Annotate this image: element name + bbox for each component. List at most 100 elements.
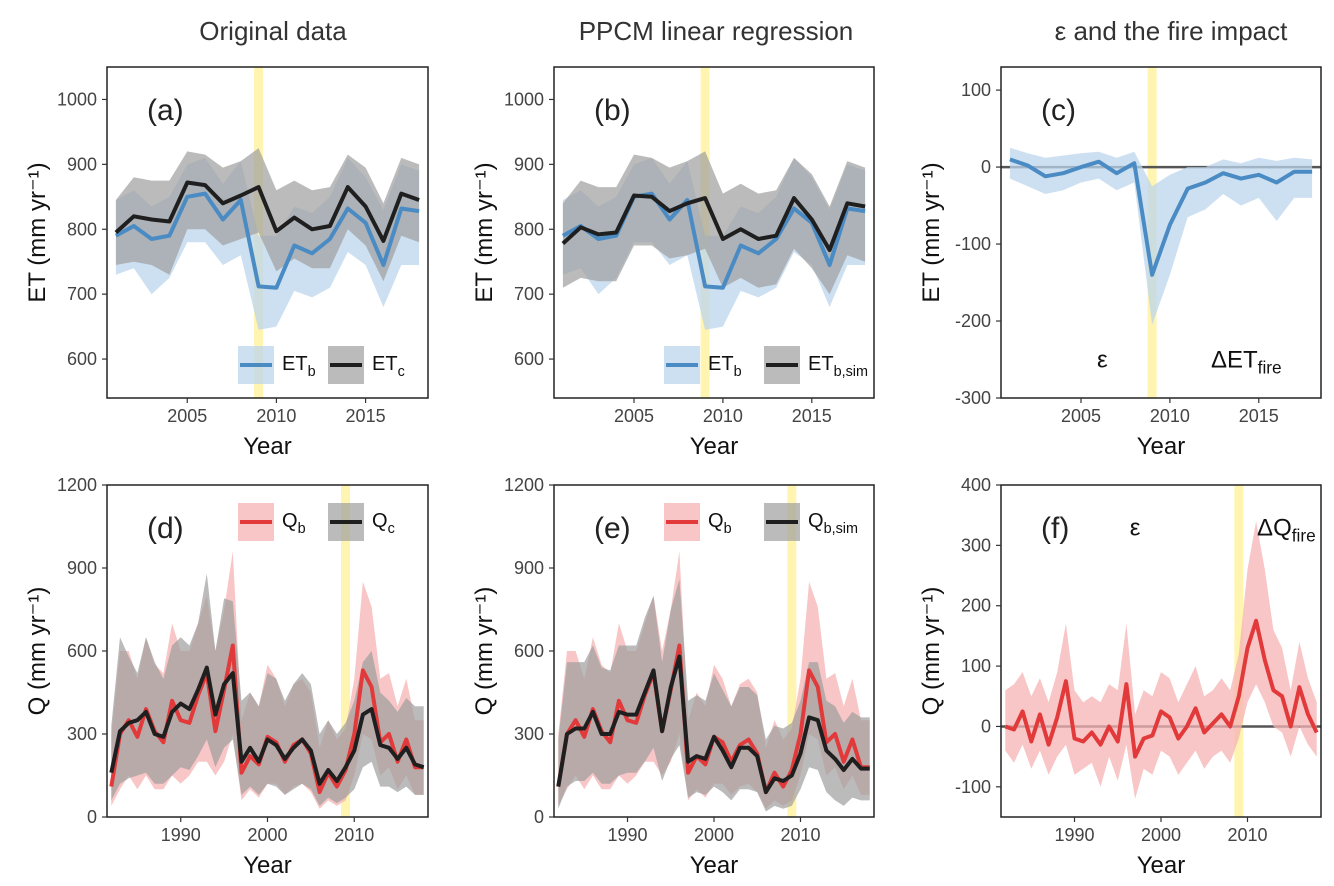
x-tick-label: 2005 — [614, 406, 654, 426]
y-tick-label: 1000 — [57, 89, 97, 109]
y-tick-label: 300 — [961, 535, 991, 555]
y-tick-label: 300 — [514, 724, 544, 744]
uncertainty-band-1 — [1005, 521, 1317, 799]
x-tick-label: 2010 — [334, 825, 374, 845]
panel-a: 2005 2010 2015 600 700 800 900 1000 Year ET (mm y… — [24, 66, 429, 460]
series-line-1 — [561, 191, 866, 290]
y-tick-label: 1200 — [57, 475, 97, 495]
plot-frame — [553, 66, 875, 399]
y-tick-label: 1000 — [504, 89, 544, 109]
series-line-2 — [114, 180, 420, 243]
y-tick-label: 600 — [514, 349, 544, 369]
fire-year-band — [1234, 485, 1244, 817]
x-tick-label: 1990 — [161, 825, 201, 845]
y-axis-title: ET (mm yr⁻¹) — [471, 162, 498, 302]
fire-year-band — [787, 485, 797, 817]
y-axis-title: Q (mm yr⁻¹) — [24, 587, 51, 716]
panel-label: (f) — [1041, 512, 1069, 545]
panel-c: 2005 2010 2015 -300 -200 -100 0 100 Year ET (mm y… — [918, 66, 1322, 460]
annotation-label: ε — [1130, 514, 1141, 541]
x-axis-title: Year — [690, 433, 739, 460]
legend-label: Qc — [372, 510, 395, 537]
y-tick-label: 900 — [514, 154, 544, 174]
x-tick-label: 1990 — [1054, 825, 1094, 845]
x-tick-label: 2005 — [167, 406, 207, 426]
panel-b: 2005 2010 2015 600 700 800 900 1000 Year ET (mm y… — [471, 66, 875, 460]
panel-label: (d) — [147, 512, 184, 545]
y-tick-label: 200 — [961, 596, 991, 616]
x-tick-label: 2005 — [1061, 406, 1101, 426]
panel-label: (e) — [594, 512, 631, 545]
y-tick-label: 900 — [67, 558, 97, 578]
annotation-label: ε — [1097, 347, 1108, 374]
y-tick-label: 800 — [514, 219, 544, 239]
y-tick-label: 600 — [514, 641, 544, 661]
plot-frame — [1000, 66, 1322, 399]
plot-frame — [106, 66, 429, 399]
y-tick-label: 700 — [67, 284, 97, 304]
legend-label: ETc — [372, 353, 405, 380]
y-tick-label: 100 — [961, 656, 991, 676]
y-tick-label: 600 — [67, 349, 97, 369]
x-tick-label: 2015 — [346, 406, 386, 426]
column-title-ppcm: PPCM linear regression — [578, 16, 854, 46]
y-axis-title: Q (mm yr⁻¹) — [471, 587, 498, 716]
x-axis-title: Year — [243, 852, 292, 879]
series-line-2 — [109, 665, 425, 786]
series-line-2 — [561, 193, 866, 252]
y-tick-label: 0 — [534, 807, 544, 827]
legend-label: ETb,sim — [808, 353, 868, 380]
y-tick-label: 1200 — [504, 475, 544, 495]
series-line-1 — [1009, 157, 1313, 277]
y-tick-label: 0 — [981, 716, 991, 736]
y-axis-title: ET (mm yr⁻¹) — [918, 162, 945, 302]
series-line-1 — [109, 643, 424, 795]
x-tick-label: 2010 — [1150, 406, 1190, 426]
panel-f: 1990 2000 2010 -100 0 100 200 300 400 Year Q (mm y… — [918, 475, 1322, 879]
x-axis-title: Year — [1137, 852, 1186, 879]
series-line-2 — [556, 654, 870, 795]
panel-label: (a) — [147, 94, 184, 127]
y-axis-title: ET (mm yr⁻¹) — [24, 162, 51, 302]
legend-label: Qb,sim — [808, 510, 858, 537]
column-title-original: Original data — [199, 16, 347, 46]
y-tick-label: 400 — [961, 475, 991, 495]
x-tick-label: 2000 — [247, 825, 287, 845]
legend-label: Qb — [282, 510, 306, 537]
x-tick-label: 1990 — [607, 825, 647, 845]
column-title-epsilon-fire: ε and the fire impact — [1054, 16, 1288, 46]
y-tick-label: 700 — [514, 284, 544, 304]
y-tick-label: -300 — [955, 388, 991, 408]
legend-label: Qb — [708, 510, 732, 537]
y-tick-label: 0 — [87, 807, 97, 827]
y-tick-label: 800 — [67, 219, 97, 239]
y-tick-label: 300 — [67, 724, 97, 744]
legend-label: ETb — [708, 353, 742, 380]
series-line-1 — [114, 191, 420, 290]
y-tick-label: 600 — [67, 641, 97, 661]
uncertainty-band-2 — [111, 573, 424, 806]
x-tick-label: 2010 — [703, 406, 743, 426]
panel-e: 1990 2000 2010 0 300 600 900 1200 Year Q (mm yr⁻¹… — [471, 475, 875, 879]
x-tick-label: 2010 — [1227, 825, 1267, 845]
x-tick-label: 2015 — [1239, 406, 1279, 426]
y-tick-label: -100 — [955, 777, 991, 797]
panel-d: 1990 2000 2010 0 300 600 900 1200 Year Q (mm yr⁻¹… — [24, 475, 429, 879]
legend-label: ETb — [282, 353, 316, 380]
annotation-label: ΔETfire — [1211, 347, 1282, 378]
panel-label: (b) — [594, 94, 631, 127]
x-tick-label: 2000 — [694, 825, 734, 845]
annotation-label: ΔQfire — [1257, 514, 1316, 545]
panel-label: (c) — [1041, 94, 1076, 127]
fire-year-band — [341, 485, 351, 817]
uncertainty-band-2 — [558, 579, 870, 812]
x-tick-label: 2010 — [256, 406, 296, 426]
y-tick-label: -200 — [955, 311, 991, 331]
y-tick-label: 100 — [961, 80, 991, 100]
x-axis-title: Year — [690, 852, 739, 879]
x-axis-title: Year — [1137, 433, 1186, 460]
y-tick-label: 900 — [67, 154, 97, 174]
uncertainty-band-1 — [1009, 147, 1313, 325]
x-tick-label: 2000 — [1141, 825, 1181, 845]
